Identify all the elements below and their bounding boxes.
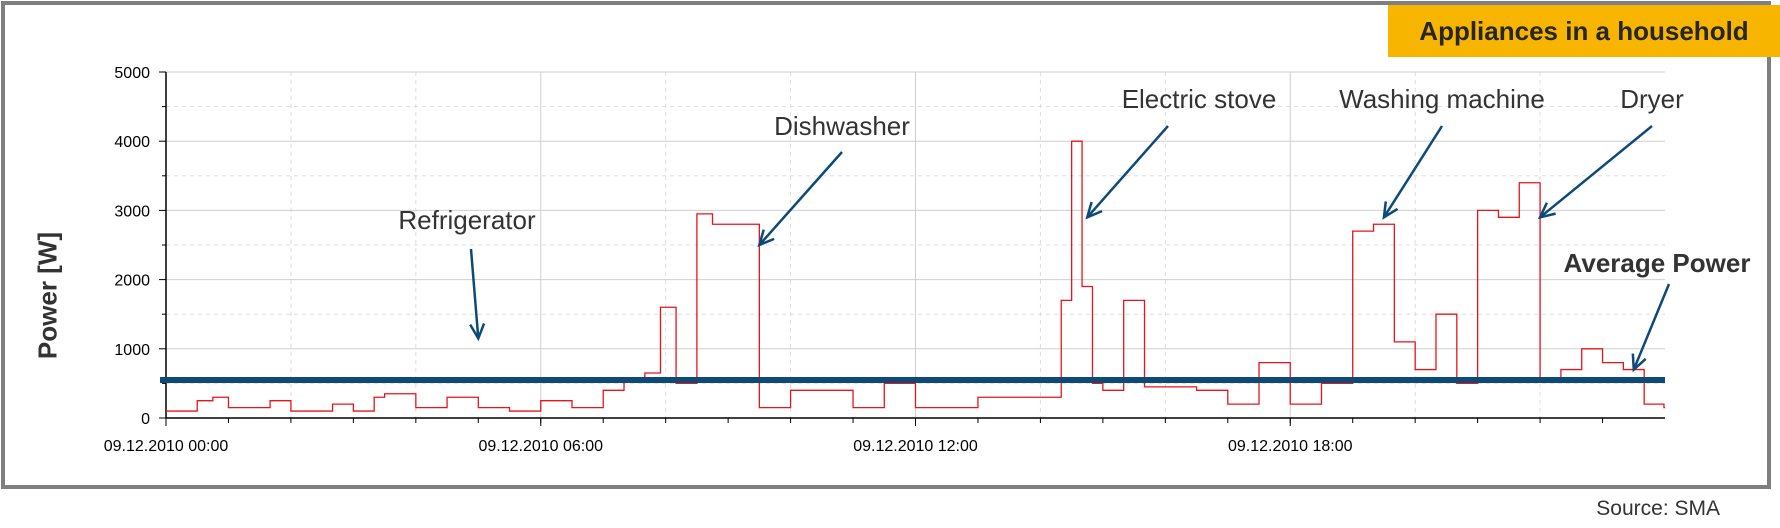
- y-tick-label: 3000: [114, 203, 150, 220]
- y-tick-label: 5000: [114, 65, 150, 82]
- chart-frame: [1, 1, 1771, 489]
- annotation-label: Average Power: [1564, 248, 1751, 278]
- annotation-arrowhead: [1631, 353, 1647, 373]
- annotation-arrow: [1539, 125, 1653, 219]
- power-series-line: [166, 140, 1665, 412]
- source-note: Source: SMA: [1596, 497, 1720, 520]
- y-tick-label: 4000: [114, 134, 150, 151]
- annotation-label: Dryer: [1620, 84, 1684, 114]
- y-tick-label: 1000: [114, 342, 150, 359]
- y-tick-label: 2000: [114, 273, 150, 290]
- annotation-arrow: [1382, 125, 1444, 218]
- annotation-arrow: [1632, 283, 1671, 371]
- x-tick-label: 09.12.2010 12:00: [853, 438, 978, 455]
- x-tick-label: 09.12.2010 18:00: [1228, 438, 1353, 455]
- annotation-arrow: [469, 248, 480, 339]
- x-tick-label: 09.12.2010 06:00: [478, 438, 603, 455]
- annotation-label: Refrigerator: [398, 205, 536, 235]
- annotation-label: Dishwasher: [774, 111, 910, 141]
- annotation-arrowhead: [1537, 202, 1556, 220]
- annotation-arrowhead: [1382, 201, 1399, 220]
- annotation-label: Washing machine: [1339, 84, 1545, 114]
- annotation-arrowhead: [757, 229, 775, 248]
- chart-title: Appliances in a household: [1388, 5, 1780, 57]
- annotation-arrowhead: [1085, 201, 1103, 220]
- x-tick-label: 09.12.2010 00:00: [104, 438, 229, 455]
- y-tick-label: 0: [141, 411, 150, 428]
- annotation-arrow: [1086, 125, 1169, 219]
- annotation-label: Electric stove: [1122, 84, 1277, 114]
- annotation-arrow: [758, 151, 843, 246]
- annotation-arrowhead: [469, 323, 486, 342]
